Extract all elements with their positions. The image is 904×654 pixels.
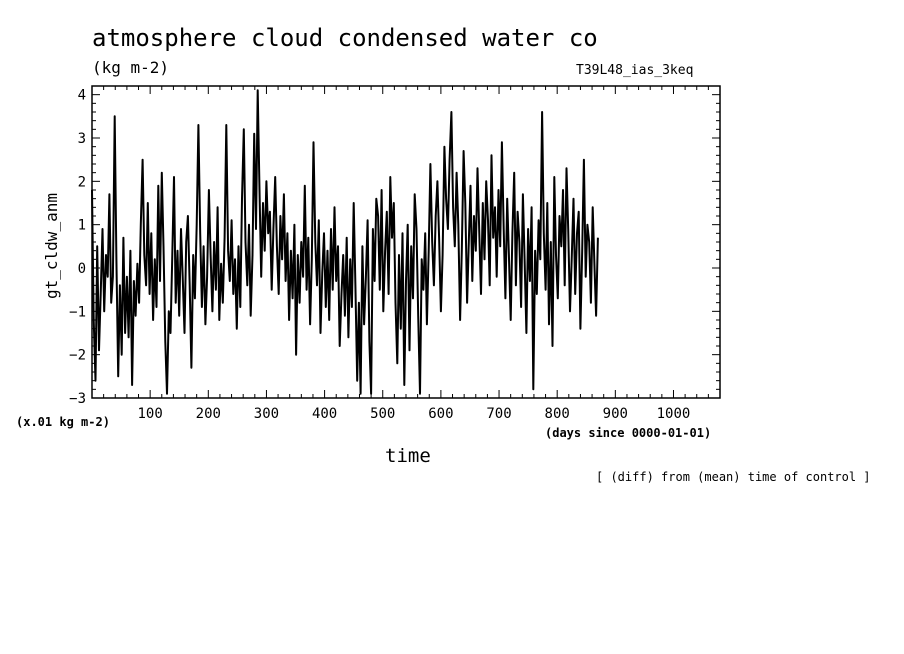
- x-tick-label: 500: [370, 406, 395, 422]
- y-tick-label: 1: [78, 218, 86, 234]
- y-tick-label: 0: [78, 261, 86, 277]
- y-tick-label: 2: [78, 174, 86, 190]
- x-axis-label: time: [385, 445, 431, 467]
- x-tick-label: 400: [312, 406, 337, 422]
- y-tick-label: 3: [78, 131, 86, 147]
- run-label: T39L48_ias_3keq: [576, 63, 694, 78]
- x-tick-label: 800: [545, 406, 570, 422]
- x-tick-label: 900: [603, 406, 628, 422]
- chart-units: (kg m-2): [92, 58, 170, 77]
- x-tick-label: 100: [137, 406, 162, 422]
- x-tick-label: 700: [486, 406, 511, 422]
- y-scale-note: (x.01 kg m-2): [16, 415, 110, 429]
- series-line: [91, 89, 599, 395]
- y-tick-label: 4: [78, 88, 86, 104]
- x-tick-label: 1000: [657, 406, 691, 422]
- tick-labels: 100 200 300 400 500 600 700 800 900 1000 −3 −2 −1 0 1 2…: [69, 88, 690, 422]
- x-units-label: (days since 0000-01-01): [545, 426, 712, 440]
- y-tick-label: −1: [69, 304, 86, 320]
- x-tick-label: 600: [428, 406, 453, 422]
- plot-frame: [91, 85, 721, 399]
- y-tick-label: −3: [69, 391, 86, 407]
- footnote: [ (diff) from (mean) time of control ]: [596, 470, 871, 484]
- x-tick-label: 200: [196, 406, 221, 422]
- chart-title: atmosphere cloud condensed water co: [92, 24, 598, 52]
- y-tick-label: −2: [69, 348, 86, 364]
- x-tick-label: 300: [254, 406, 279, 422]
